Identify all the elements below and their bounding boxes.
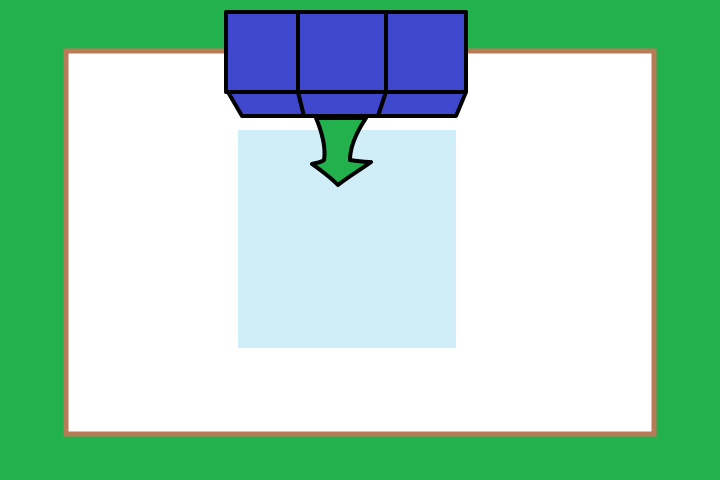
block-piece-icon[interactable] xyxy=(224,10,468,118)
piece-bevel-1 xyxy=(226,90,306,118)
piece-bevel-3 xyxy=(376,90,468,118)
down-arrow-icon xyxy=(310,116,373,187)
piece-segment-2 xyxy=(296,10,388,94)
piece-bevel-2 xyxy=(296,90,388,118)
piece-segment-3 xyxy=(384,10,468,94)
piece-segment-1 xyxy=(224,10,300,94)
